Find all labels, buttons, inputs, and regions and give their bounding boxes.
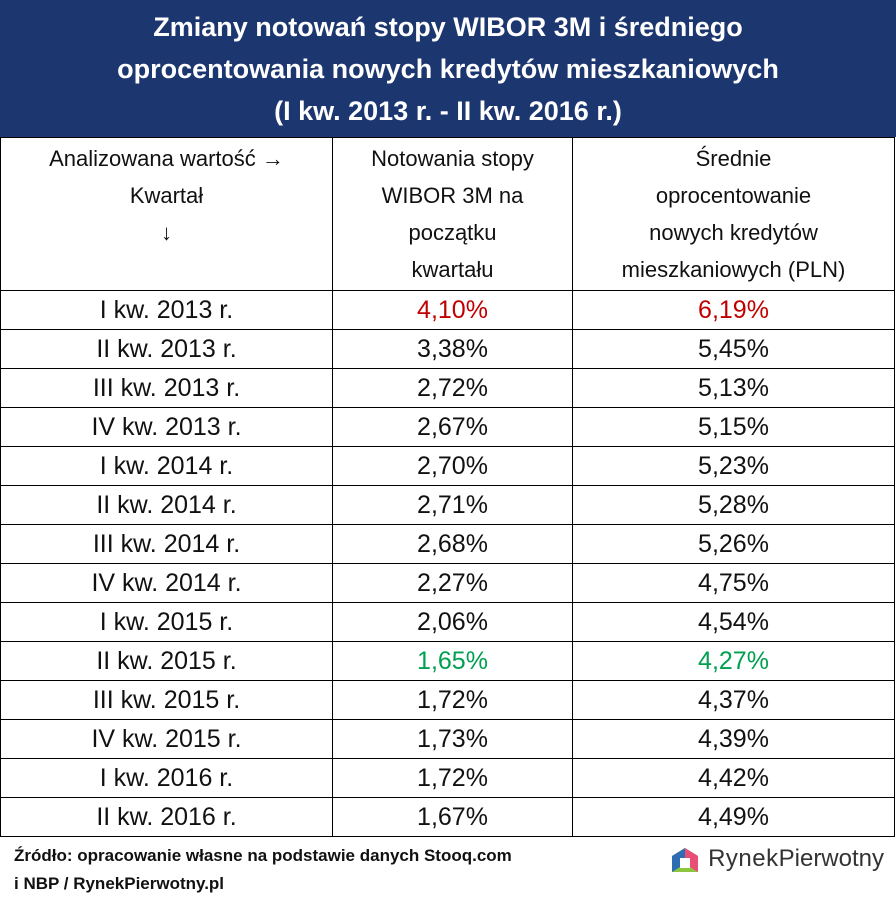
data-table: Analizowana wartość → Kwartał ↓ Notowania s… [0,137,895,837]
value-cell: 4,27% [572,641,895,681]
table-row: I kw. 2016 r. 1,72% 4,42% [0,758,895,798]
header-line: Kwartał [129,183,204,208]
table-row: III kw. 2014 r. 2,68% 5,26% [0,524,895,564]
value-cell: 5,45% [572,329,895,369]
header-line: nowych kredytów [649,220,818,245]
quarter-cell: I kw. 2013 r. [0,290,333,330]
value-cell: 1,72% [332,680,573,720]
source-note: Źródło: opracowanie własne na podstawie … [14,842,512,898]
value-cell: 4,54% [572,602,895,642]
table-row: IV kw. 2015 r. 1,73% 4,39% [0,719,895,759]
table-row: II kw. 2015 r. 1,65% 4,27% [0,641,895,681]
logo-part: Rynek [708,845,779,872]
value-cell: 6,19% [572,290,895,330]
value-cell: 2,72% [332,368,573,408]
value-cell: 5,13% [572,368,895,408]
value-cell: 3,38% [332,329,573,369]
value-cell: 5,26% [572,524,895,564]
quarter-cell: I kw. 2014 r. [0,446,333,486]
quarter-cell: III kw. 2015 r. [0,680,333,720]
header-line: początku [408,220,497,245]
quarter-cell: III kw. 2014 r. [0,524,333,564]
quarter-cell: IV kw. 2015 r. [0,719,333,759]
value-cell: 4,10% [332,290,573,330]
value-cell: 2,70% [332,446,573,486]
source-line: i NBP / RynekPierwotny.pl [14,874,225,893]
source-line: Źródło: opracowanie własne na podstawie … [14,846,512,865]
table-row: IV kw. 2014 r. 2,27% 4,75% [0,563,895,603]
logo-part: Pierwotny [778,845,884,872]
table-row: III kw. 2015 r. 1,72% 4,37% [0,680,895,720]
quarter-cell: I kw. 2016 r. [0,758,333,798]
value-cell: 4,75% [572,563,895,603]
value-cell: 4,49% [572,797,895,837]
header-line: Notowania stopy [371,146,534,171]
table-row: III kw. 2013 r. 2,72% 5,13% [0,368,895,408]
header-line: mieszkaniowych (PLN) [621,257,846,282]
value-cell: 4,39% [572,719,895,759]
header-row: Analizowana wartość → Kwartał ↓ Notowania s… [0,137,895,291]
header-line: WIBOR 3M na [381,183,524,208]
table-row: II kw. 2013 r. 3,38% 5,45% [0,329,895,369]
quarter-cell: III kw. 2013 r. [0,368,333,408]
value-cell: 1,73% [332,719,573,759]
value-cell: 2,68% [332,524,573,564]
header-cell: Analizowana wartość → Kwartał ↓ [0,137,333,291]
value-cell: 2,67% [332,407,573,447]
title-line: oprocentowania nowych kredytów mieszkani… [117,54,779,84]
value-cell: 2,27% [332,563,573,603]
value-cell: 5,23% [572,446,895,486]
table-row: II kw. 2014 r. 2,71% 5,28% [0,485,895,525]
title-line: (I kw. 2013 r. - II kw. 2016 r.) [274,96,622,126]
value-cell: 5,28% [572,485,895,525]
header-line: Analizowana wartość → [49,146,284,171]
title-band: Zmiany notowań stopy WIBOR 3M i średnieg… [0,0,896,137]
value-cell: 2,71% [332,485,573,525]
logo-icon [672,848,699,872]
table-row: I kw. 2014 r. 2,70% 5,23% [0,446,895,486]
header-cell: Średnie oprocentowanie nowych kredytów mies… [572,137,895,291]
value-cell: 1,65% [332,641,573,681]
table-row: I kw. 2015 r. 2,06% 4,54% [0,602,895,642]
quarter-cell: II kw. 2015 r. [0,641,333,681]
quarter-cell: II kw. 2013 r. [0,329,333,369]
table-body: I kw. 2013 r. 4,10% 6,19% II kw. 2013 r. 3,3… [0,290,895,837]
title-line: Zmiany notowań stopy WIBOR 3M i średnieg… [153,12,743,42]
header-line: Średnie [695,146,772,171]
quarter-cell: IV kw. 2014 r. [0,563,333,603]
value-cell: 4,42% [572,758,895,798]
logo: Rynek Pierwotny [668,842,884,876]
quarter-cell: IV kw. 2013 r. [0,407,333,447]
value-cell: 1,67% [332,797,573,837]
header-line: kwartału [411,257,494,282]
table-row: IV kw. 2013 r. 2,67% 5,15% [0,407,895,447]
table-row: I kw. 2013 r. 4,10% 6,19% [0,290,895,330]
header-cell: Notowania stopy WIBOR 3M na początku kwarta… [332,137,573,291]
header-line: oprocentowanie [655,183,812,208]
table-row: II kw. 2016 r. 1,67% 4,49% [0,797,895,837]
value-cell: 4,37% [572,680,895,720]
quarter-cell: II kw. 2014 r. [0,485,333,525]
header-line: ↓ [161,220,172,245]
quarter-cell: I kw. 2015 r. [0,602,333,642]
quarter-cell: II kw. 2016 r. [0,797,333,837]
value-cell: 5,15% [572,407,895,447]
value-cell: 2,06% [332,602,573,642]
value-cell: 1,72% [332,758,573,798]
